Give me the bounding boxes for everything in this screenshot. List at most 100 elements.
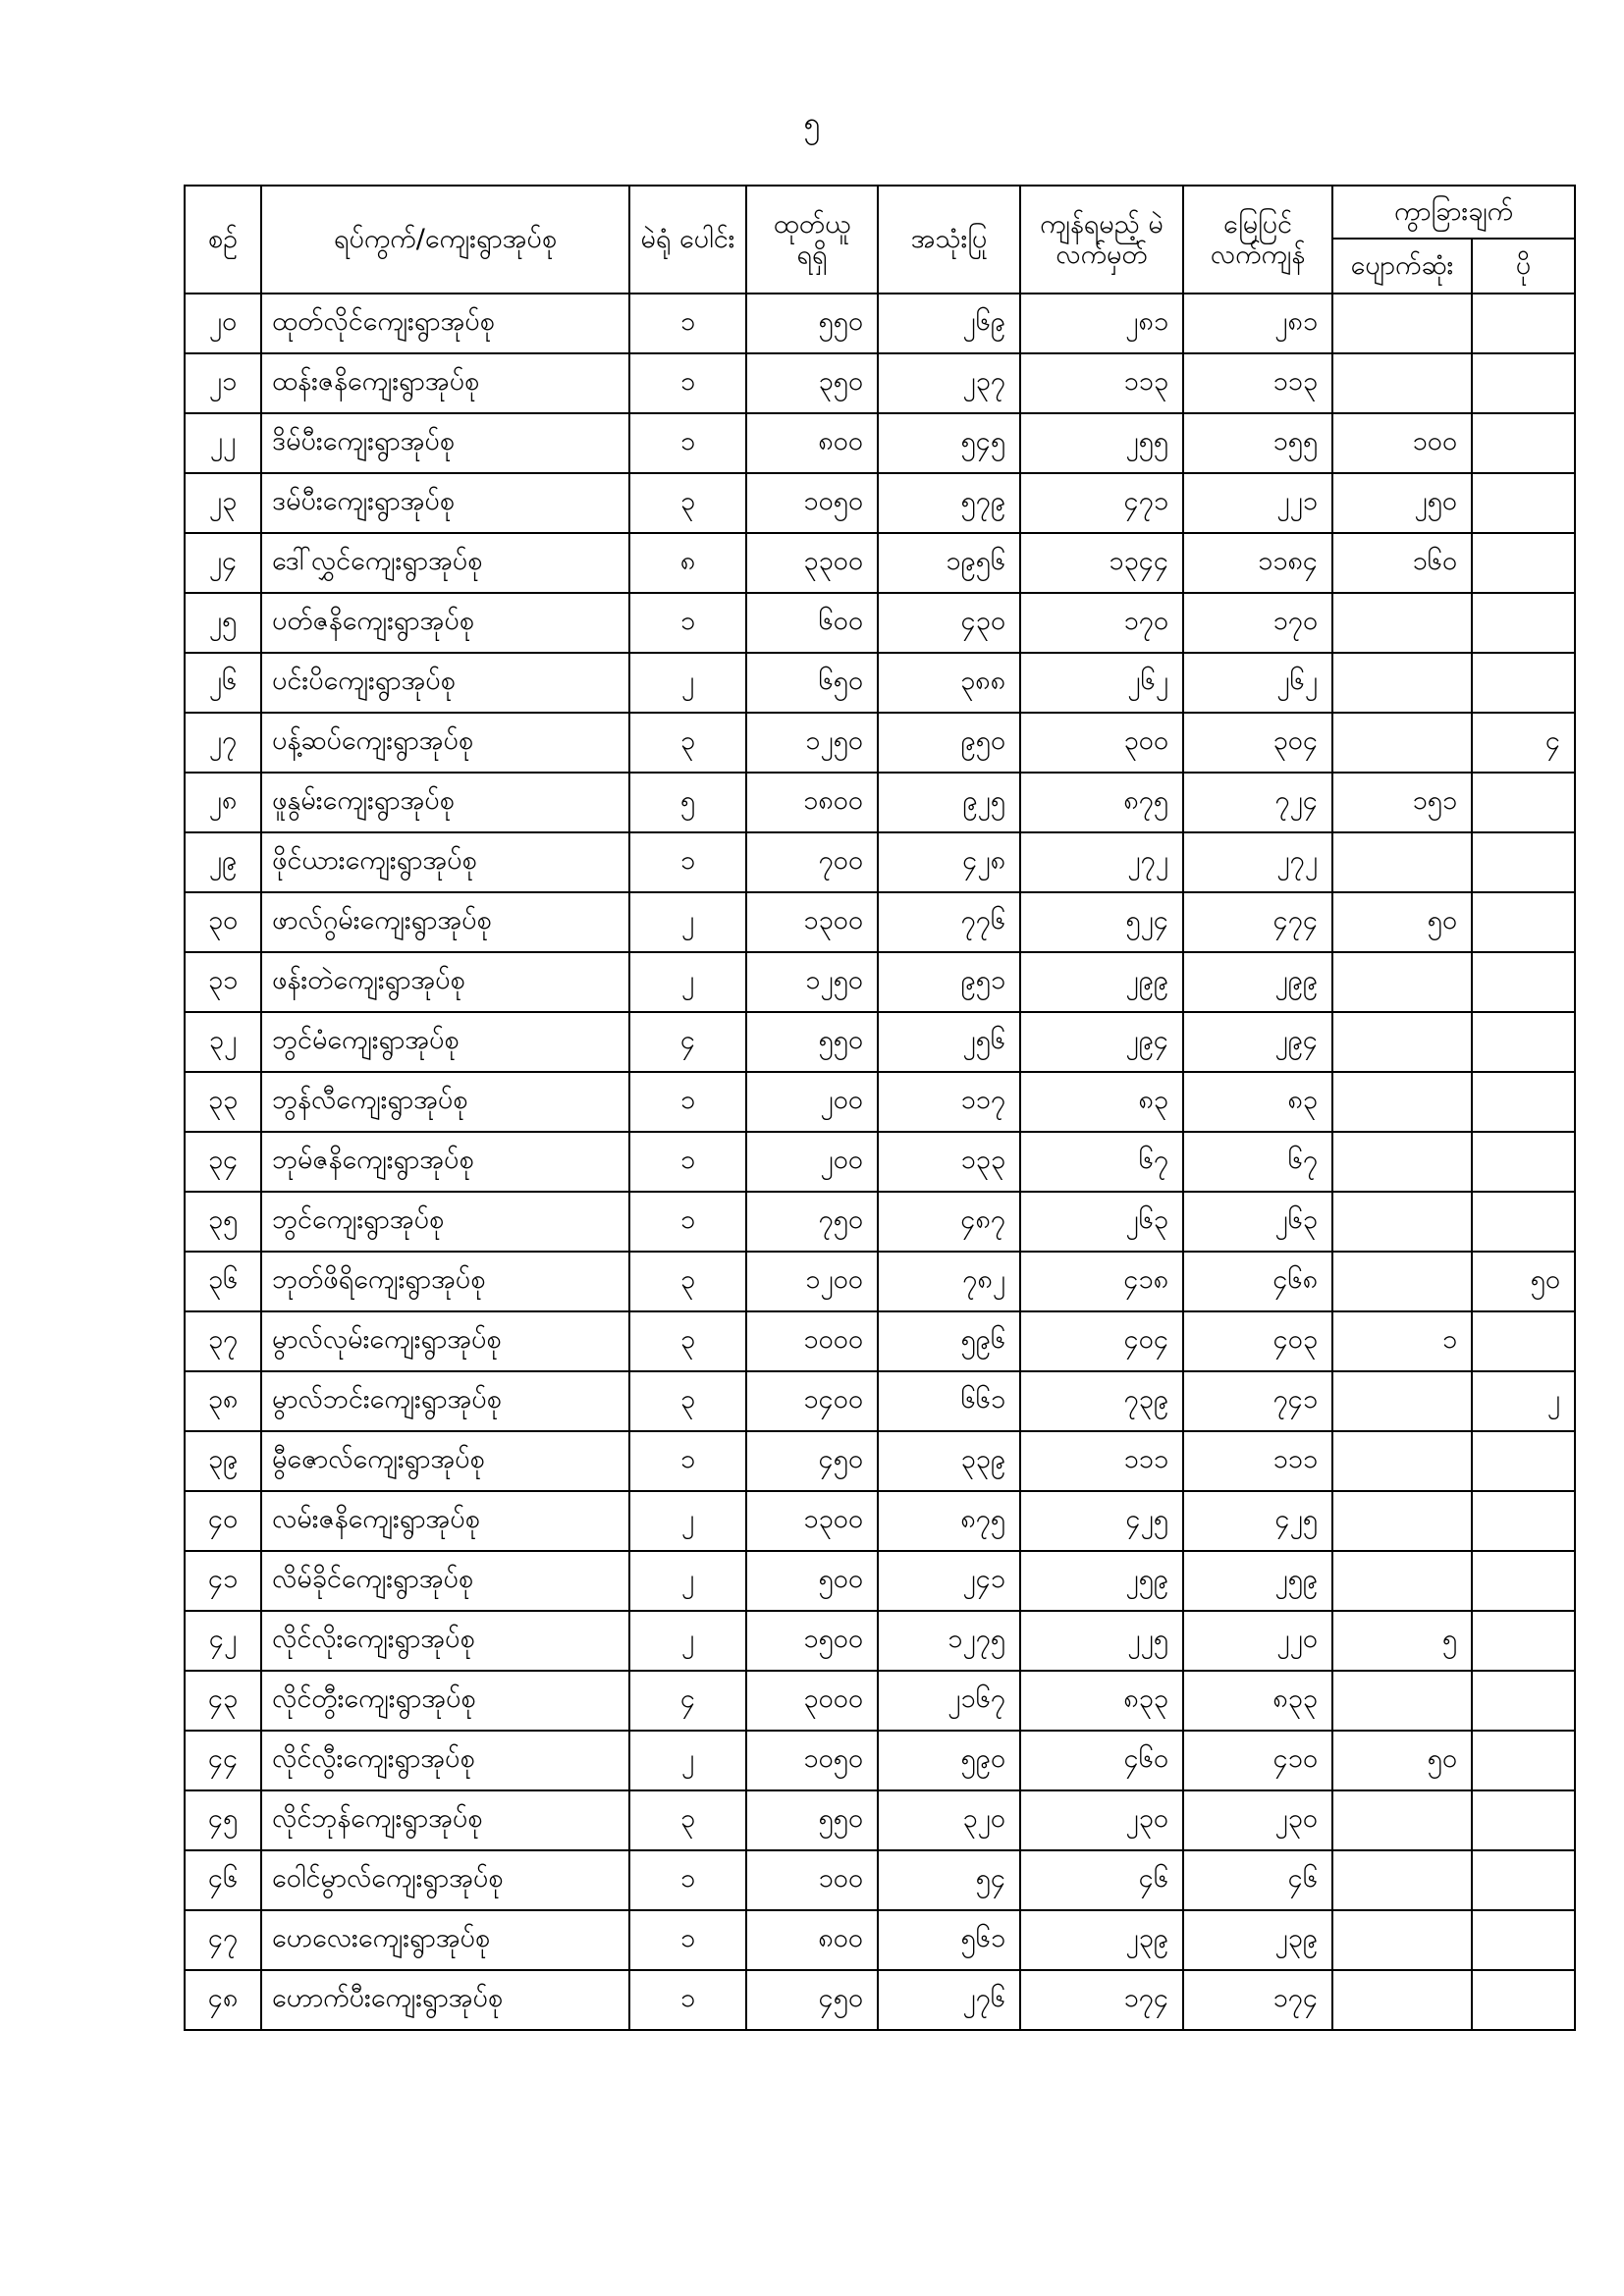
- cell-received: ၅၅၀: [745, 293, 879, 354]
- cell-ward-village: ဝေါင်မွာလ်ကျေးရွာအုပ်စု: [260, 1849, 630, 1911]
- cell-received: ၁၃၀၀: [745, 1490, 879, 1552]
- header-ward-village: ရပ်ကွက်/ကျေးရွာအုပ်စု: [260, 185, 630, 294]
- cell-ward-village: မွီဇောလ်ကျေးရွာအုပ်စု: [260, 1430, 630, 1492]
- cell-polling-stations: ၁: [628, 1131, 747, 1193]
- cell-polling-stations: ၂: [628, 891, 747, 953]
- cell-ward-village: ပတ်ဇနိကျေးရွာအုပ်စု: [260, 592, 630, 654]
- cell-used: ၂၆၉: [877, 293, 1021, 354]
- table-row: ၂၁ ထန်းဇနိကျေးရွာအုပ်စု၁၃၅၀ ၂၃၇ ၁၁၃ ၁၁၃: [184, 352, 1577, 414]
- table-row: ၃၄ ဘုမ်ဇနိကျေးရွာအုပ်စု၁၂၀၀ ၁၃၃ ၆၇ ၆၇: [184, 1131, 1577, 1193]
- cell-excess: [1470, 412, 1577, 474]
- cell-ward-village: လမ်းဇနိကျေးရွာအုပ်စု: [260, 1490, 630, 1552]
- cell-ground-remaining: ၂၉၉: [1182, 951, 1333, 1013]
- cell-ballots-remaining: ၄၇၁: [1019, 472, 1184, 534]
- cell-received: ၂၀၀: [745, 1071, 879, 1133]
- header-used: အသုံးပြု: [877, 185, 1021, 294]
- table-row: ၄၇ ဟေလေးကျေးရွာအုပ်စု၁၈၀၀ ၅၆၁ ၂၃၉ ၂၃၉: [184, 1909, 1577, 1971]
- cell-excess: [1470, 592, 1577, 654]
- cell-received: ၁၃၀၀: [745, 891, 879, 953]
- cell-used: ၄၈၇: [877, 1191, 1021, 1253]
- header-ballots-remaining: ကျန်ရမည့် မဲလက်မှတ်: [1019, 185, 1184, 294]
- cell-excess: [1470, 1071, 1577, 1133]
- cell-serial: ၃၃: [184, 1071, 262, 1133]
- cell-ballots-remaining: ၄၁၈: [1019, 1251, 1184, 1312]
- cell-used: ၂၇၆: [877, 1969, 1021, 2031]
- cell-lost: [1331, 1011, 1473, 1073]
- cell-used: ၈၇၅: [877, 1490, 1021, 1552]
- cell-polling-stations: ၂: [628, 1490, 747, 1552]
- cell-lost: [1331, 1490, 1473, 1552]
- cell-ballots-remaining: ၃၀၀: [1019, 712, 1184, 774]
- cell-excess: [1470, 1789, 1577, 1851]
- table-row: ၄၆ ဝေါင်မွာလ်ကျေးရွာအုပ်စု၁၁၀၀ ၅၄ ၄၆ ၄၆: [184, 1849, 1577, 1911]
- cell-serial: ၄၇: [184, 1909, 262, 1971]
- table-row: ၃၈ မွာလ်ဘင်းကျေးရွာအုပ်စု၃၁၄၀၀ ၆၆၁ ၇၃၉ ၇၄၁ ၂: [184, 1370, 1577, 1432]
- cell-ballots-remaining: ၂၂၅: [1019, 1610, 1184, 1672]
- cell-ward-village: ဟောက်ပီးကျေးရွာအုပ်စု: [260, 1969, 630, 2031]
- cell-received: ၆၀၀: [745, 592, 879, 654]
- cell-serial: ၂၈: [184, 772, 262, 833]
- cell-serial: ၂၄: [184, 532, 262, 594]
- cell-serial: ၃၉: [184, 1430, 262, 1492]
- table-row: ၃၅ ဘွင်ကျေးရွာအုပ်စု၁၇၅၀ ၄၈၇ ၂၆၃ ၂၆၃: [184, 1191, 1577, 1253]
- cell-ballots-remaining: ၂၇၂: [1019, 831, 1184, 893]
- cell-ballots-remaining: ၄၆၀: [1019, 1730, 1184, 1791]
- cell-polling-stations: ၁: [628, 1909, 747, 1971]
- cell-lost: ၁၆၀: [1331, 532, 1473, 594]
- cell-ground-remaining: ၁၁၁: [1182, 1430, 1333, 1492]
- cell-ward-village: လိုင်တွီးကျေးရွာအုပ်စု: [260, 1670, 630, 1732]
- cell-serial: ၂၇: [184, 712, 262, 774]
- cell-ballots-remaining: ၂၃၉: [1019, 1909, 1184, 1971]
- cell-ward-village: လိမ်ခိုင်ကျေးရွာအုပ်စု: [260, 1550, 630, 1612]
- cell-received: ၈၀၀: [745, 1909, 879, 1971]
- cell-ground-remaining: ၈၃: [1182, 1071, 1333, 1133]
- cell-serial: ၄၈: [184, 1969, 262, 2031]
- cell-lost: [1331, 1670, 1473, 1732]
- cell-ballots-remaining: ၈၇၅: [1019, 772, 1184, 833]
- cell-ward-village: ထန်းဇနိကျေးရွာအုပ်စု: [260, 352, 630, 414]
- cell-ballots-remaining: ၁၇၀: [1019, 592, 1184, 654]
- cell-ground-remaining: ၂၅၉: [1182, 1550, 1333, 1612]
- cell-ward-village: ဒမ်ပီးကျေးရွာအုပ်စု: [260, 472, 630, 534]
- cell-used: ၅၄: [877, 1849, 1021, 1911]
- cell-excess: [1470, 352, 1577, 414]
- cell-serial: ၃၂: [184, 1011, 262, 1073]
- cell-ward-village: ဒေါ်လွှင်ကျေးရွာအုပ်စု: [260, 532, 630, 594]
- cell-lost: [1331, 1789, 1473, 1851]
- header-excess: ပို: [1470, 238, 1577, 294]
- cell-polling-stations: ၃: [628, 1310, 747, 1372]
- table-row: ၄၂ လိုင်လိုးကျေးရွာအုပ်စု၂၁၅၀၀ ၁၂၇၅ ၂၂၅ ၂၂၀၅: [184, 1610, 1577, 1672]
- cell-serial: ၄၁: [184, 1550, 262, 1612]
- table-row: ၂၅ ပတ်ဇနိကျေးရွာအုပ်စု၁၆၀၀ ၄၃၀ ၁၇၀ ၁၇၀: [184, 592, 1577, 654]
- table-row: ၂၆ ပင်းပိကျေးရွာအုပ်စု၂၆၅၀ ၃၈၈ ၂၆၂ ၂၆၂: [184, 652, 1577, 714]
- cell-serial: ၄၅: [184, 1789, 262, 1851]
- cell-excess: [1470, 1430, 1577, 1492]
- cell-lost: [1331, 352, 1473, 414]
- cell-ground-remaining: ၄၇၄: [1182, 891, 1333, 953]
- cell-ballots-remaining: ၁၃၄၄: [1019, 532, 1184, 594]
- cell-ground-remaining: ၇၄၁: [1182, 1370, 1333, 1432]
- table-row: ၄၈ ဟောက်ပီးကျေးရွာအုပ်စု၁၄၅၀ ၂၇၆ ၁၇၄ ၁၇၄: [184, 1969, 1577, 2031]
- cell-excess: [1470, 1310, 1577, 1372]
- cell-excess: [1470, 1670, 1577, 1732]
- cell-ground-remaining: ၂၉၄: [1182, 1011, 1333, 1073]
- cell-ballots-remaining: ၂၆၃: [1019, 1191, 1184, 1253]
- cell-received: ၁၈၀၀: [745, 772, 879, 833]
- cell-used: ၁၁၇: [877, 1071, 1021, 1133]
- cell-lost: [1331, 1849, 1473, 1911]
- cell-received: ၆၅၀: [745, 652, 879, 714]
- cell-ground-remaining: ၂၈၁: [1182, 293, 1333, 354]
- cell-used: ၇၇၆: [877, 891, 1021, 953]
- cell-ballots-remaining: ၇၃၉: [1019, 1370, 1184, 1432]
- cell-used: ၉၂၅: [877, 772, 1021, 833]
- cell-ground-remaining: ၆၇: [1182, 1131, 1333, 1193]
- table-row: ၂၀ ထုတ်လိုင်ကျေးရွာအုပ်စု၁၅၅၀ ၂၆၉ ၂၈၁ ၂၈၁: [184, 293, 1577, 354]
- cell-lost: ၅၀: [1331, 1730, 1473, 1791]
- cell-used: ၂၄၁: [877, 1550, 1021, 1612]
- cell-excess: [1470, 891, 1577, 953]
- cell-excess: ၂: [1470, 1370, 1577, 1432]
- table-row: ၄၀ လမ်းဇနိကျေးရွာအုပ်စု၂၁၃၀၀ ၈၇၅ ၄၂၅ ၄၂၅: [184, 1490, 1577, 1552]
- cell-polling-stations: ၃: [628, 712, 747, 774]
- cell-lost: [1331, 831, 1473, 893]
- cell-ground-remaining: ၁၇၄: [1182, 1969, 1333, 2031]
